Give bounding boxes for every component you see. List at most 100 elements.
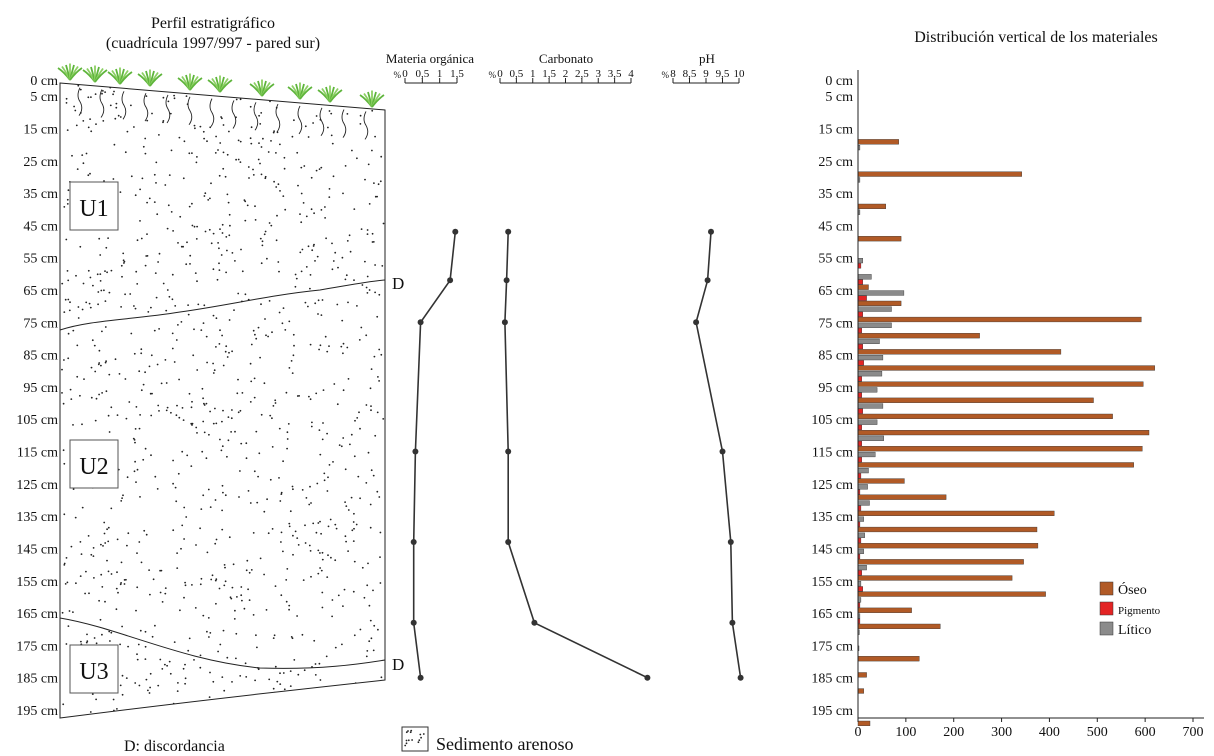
vegetation-cover xyxy=(57,63,385,108)
sediment-dot xyxy=(364,260,366,263)
sediment-dot xyxy=(120,306,122,308)
bar-x-tick-label: 100 xyxy=(895,725,916,740)
sediment-dot xyxy=(66,203,69,205)
sediment-dot xyxy=(157,684,160,687)
sediment-dot xyxy=(138,684,141,687)
sediment-dot xyxy=(237,158,240,161)
sediment-dot xyxy=(230,417,233,420)
sediment-dot xyxy=(101,633,103,636)
sediment-dot xyxy=(376,195,378,198)
sediment-dot xyxy=(177,472,180,475)
sediment-dot xyxy=(193,328,195,331)
bar xyxy=(857,451,876,458)
sediment-dot xyxy=(138,541,141,543)
sediment-dot xyxy=(230,431,233,433)
sediment-dot xyxy=(155,161,158,164)
sediment-dot xyxy=(211,574,214,577)
sediment-dot xyxy=(321,591,324,594)
sediment-dot xyxy=(215,602,217,605)
bar xyxy=(857,435,884,441)
sediment-dot xyxy=(170,411,172,414)
sediment-dot xyxy=(192,354,195,357)
bar xyxy=(857,258,864,264)
sediment-dot xyxy=(326,490,329,492)
sediment-dot xyxy=(382,222,385,225)
sediment-dot xyxy=(187,304,190,306)
sediment-dot xyxy=(280,531,283,534)
bar xyxy=(857,322,892,328)
bar xyxy=(857,376,862,382)
sediment-dot xyxy=(245,457,248,460)
sediment-dot xyxy=(110,507,113,510)
bar xyxy=(857,371,883,377)
sediment-dot xyxy=(247,588,250,591)
sediment-dot xyxy=(81,308,84,311)
root-trace xyxy=(209,98,215,127)
sediment-dot xyxy=(224,175,227,178)
sediment-dot xyxy=(62,703,65,706)
bar xyxy=(857,381,1144,387)
sediment-dot xyxy=(122,252,125,255)
sediment-dot xyxy=(345,274,348,277)
depth-label: 145 cm xyxy=(16,542,58,557)
sediment-dot xyxy=(227,439,230,442)
sediment-dot xyxy=(314,260,316,262)
sediment-dot xyxy=(150,454,152,457)
sediment-dot xyxy=(326,707,329,710)
sediment-dot xyxy=(199,666,202,669)
axis-tick-label: 10 xyxy=(734,68,746,80)
bar-y-tick-label: 85 cm xyxy=(818,349,853,364)
sediment-dot xyxy=(236,596,238,598)
sediment-dot xyxy=(181,450,184,453)
sediment-dot xyxy=(61,368,63,371)
sediment-dot xyxy=(347,102,350,104)
unit-label-u3: U3 xyxy=(69,644,119,694)
sediment-dot xyxy=(85,570,87,573)
root-trace xyxy=(143,92,149,122)
sediment-dot xyxy=(64,298,67,301)
sediment-dot xyxy=(313,639,316,642)
sediment-dot xyxy=(188,637,191,640)
sediment-dot xyxy=(344,535,347,538)
series-line xyxy=(412,231,457,678)
sediment-dot xyxy=(214,542,217,545)
sediment-dot xyxy=(91,693,94,695)
sediment-dot xyxy=(139,496,141,498)
sediment-dot xyxy=(319,567,321,569)
sediment-dot xyxy=(364,178,366,181)
sediment-dot xyxy=(171,298,174,301)
unit-label-u2: U2 xyxy=(69,439,119,489)
sediment-dot xyxy=(136,239,139,242)
bar xyxy=(857,413,1113,420)
sediment-dot xyxy=(365,482,368,484)
sediment-dot xyxy=(317,522,320,524)
sediment-dot xyxy=(292,333,295,336)
sediment-dot xyxy=(346,346,349,349)
sediment-dot xyxy=(125,578,127,581)
sediment-dot xyxy=(352,590,355,593)
sediment-dot xyxy=(164,359,167,361)
sediment-dot xyxy=(230,597,233,600)
sediment-dot xyxy=(134,428,137,430)
sediment-dot xyxy=(63,562,66,565)
sediment-dot xyxy=(145,255,148,257)
sediment-dot xyxy=(332,175,335,178)
axis-tick-label: 8,5 xyxy=(683,68,697,80)
sediment-dot xyxy=(96,273,99,276)
sediment-dot xyxy=(226,356,229,358)
sediment-dot xyxy=(70,398,73,400)
bar-y-tick-label: 195 cm xyxy=(811,704,853,719)
grass-blade xyxy=(371,94,385,108)
sediment-dot xyxy=(274,665,277,668)
sediment-dot xyxy=(139,220,141,222)
sediment-dot xyxy=(327,525,330,528)
sediment-dot xyxy=(372,474,375,477)
sediment-dot xyxy=(191,224,194,227)
legend-label: Lítico xyxy=(1118,623,1151,638)
sediment-dot xyxy=(164,663,166,666)
sediment-dot xyxy=(112,698,115,701)
sediment-dot xyxy=(202,322,205,324)
sediment-dot xyxy=(316,255,319,258)
sediment-dot xyxy=(229,596,232,599)
sediment-dot xyxy=(268,222,271,224)
